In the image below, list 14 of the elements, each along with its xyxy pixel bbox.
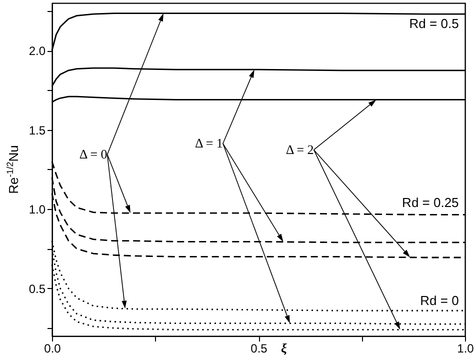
- x-tick-label: 0.5: [250, 342, 268, 356]
- annotation: Rd = 0.5: [409, 16, 459, 31]
- y-tick-label: 1.5: [28, 123, 46, 138]
- annotation: Rd = 0: [420, 293, 459, 308]
- x-axis-title: ξ: [281, 340, 287, 356]
- x-tick-label: 0.0: [44, 342, 62, 356]
- y-tick-label: 0.5: [28, 282, 46, 296]
- annotation: Δ = 0: [79, 146, 108, 162]
- annotation: Δ = 2: [286, 142, 314, 157]
- y-tick-label: 1.0: [28, 202, 46, 217]
- x-tick-label: 1.0: [457, 342, 474, 356]
- annotation: Δ = 1: [194, 136, 223, 151]
- y-tick-label: 2.0: [28, 44, 46, 58]
- annotation: Rd = 0.25: [402, 194, 459, 210]
